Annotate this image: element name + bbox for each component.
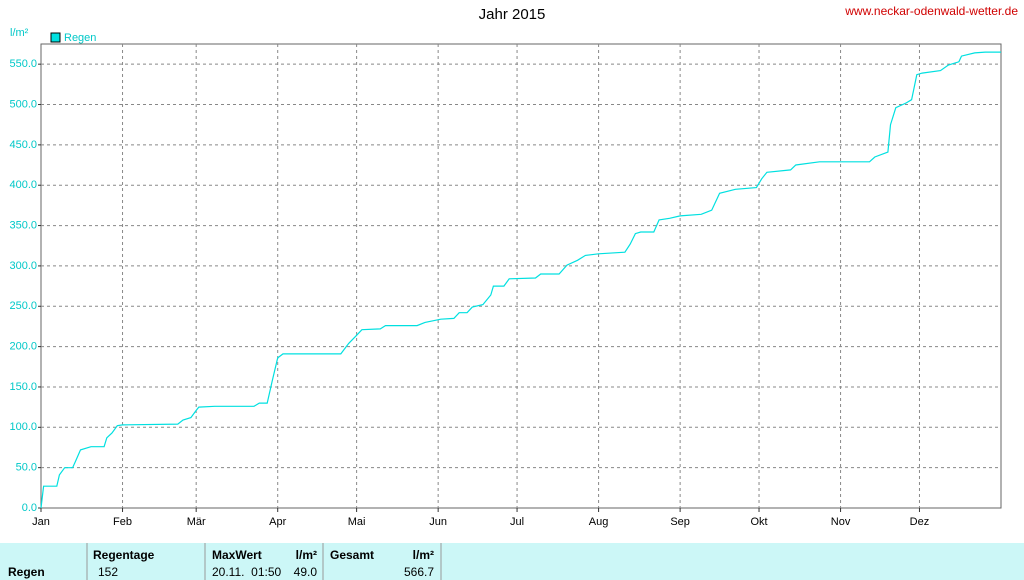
table-cell: 20.11. 01:50 [212, 565, 281, 579]
y-tick-label: 250.0 [9, 300, 37, 312]
y-tick-label: 550.0 [9, 58, 37, 70]
y-tick-label: 300.0 [9, 260, 37, 272]
x-tick-label: Sep [670, 516, 690, 528]
y-tick-label: 350.0 [9, 219, 37, 231]
x-tick-label: Mai [348, 516, 366, 528]
table: Regentage MaxWert l/m² Gesamt l/m² Regen… [8, 548, 434, 579]
x-tick-label: Dez [910, 516, 930, 528]
y-tick-label: 0.0 [22, 502, 37, 514]
table-header: Gesamt [330, 548, 374, 562]
legend-swatch [50, 32, 61, 43]
x-tick-label: Apr [269, 516, 286, 528]
plot-area [40, 43, 1002, 509]
x-tick-label: Jun [429, 516, 447, 528]
table-header: l/m² [413, 548, 434, 562]
source-link: www.neckar-odenwald-wetter.de [844, 4, 1018, 18]
x-tick-label: Mär [187, 516, 206, 528]
y-axis-label: l/m² [10, 27, 29, 39]
x-tick-label: Okt [750, 516, 767, 528]
x-tick-label: Aug [589, 516, 609, 528]
chart-title: Jahr 2015 [479, 6, 546, 23]
table-row-label: Regen [8, 565, 45, 579]
y-tick-label: 500.0 [9, 98, 37, 110]
x-tick-label: Jan [32, 516, 50, 528]
x-tick-label: Feb [113, 516, 132, 528]
table-cell: 566.7 [404, 565, 434, 579]
legend-label: Regen [64, 32, 96, 44]
y-tick-label: 400.0 [9, 179, 37, 191]
table-cell: 49.0 [294, 565, 318, 579]
table-lines [86, 543, 442, 580]
table-cell: 152 [98, 565, 118, 579]
table-header: MaxWert [212, 548, 262, 562]
y-tick-label: 450.0 [9, 139, 37, 151]
y-tick-label: 50.0 [16, 462, 37, 474]
table-header: Regentage [93, 548, 155, 562]
table-background [0, 543, 1024, 580]
y-tick-label: 150.0 [9, 381, 37, 393]
x-tick-label: Jul [510, 516, 524, 528]
x-tick-label: Nov [831, 516, 851, 528]
y-tick-label: 200.0 [9, 341, 37, 353]
table-header: l/m² [296, 548, 317, 562]
rain-line [40, 51, 1001, 509]
y-tick-label: 100.0 [9, 421, 37, 433]
